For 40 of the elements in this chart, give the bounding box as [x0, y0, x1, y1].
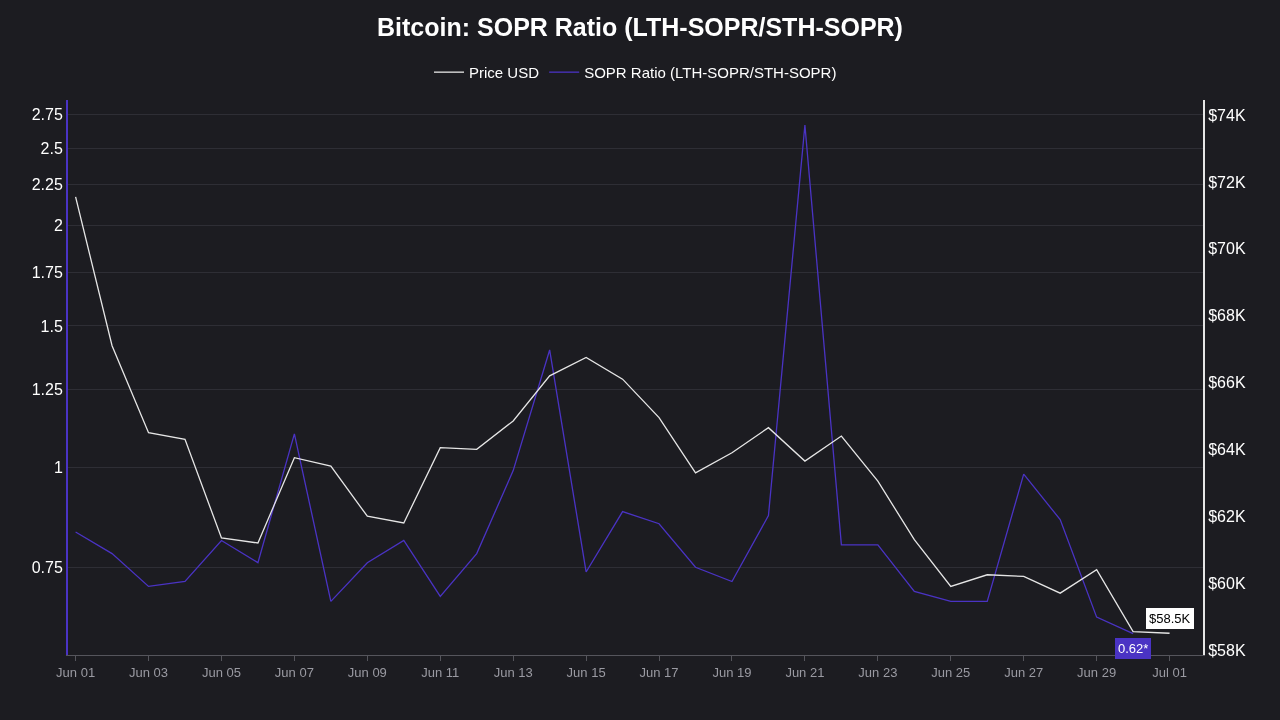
y-tick-label: 1.5 — [40, 317, 63, 335]
y2-tick-label: $70K — [1208, 240, 1246, 258]
y2-tick-label: $66K — [1208, 374, 1246, 392]
x-tick-label: Jun 25 — [931, 664, 971, 680]
line-series — [74, 124, 1134, 635]
y2-tick-label: $68K — [1208, 307, 1246, 325]
x-tick-label: Jun 03 — [129, 664, 169, 680]
x-tick-label: Jun 05 — [201, 664, 241, 680]
x-tick-label: Jun 29 — [1077, 664, 1117, 680]
y2-tick-label: $74K — [1208, 106, 1246, 124]
x-tick-label: Jul 01 — [1152, 664, 1187, 680]
x-tick-label: Jun 09 — [347, 664, 387, 680]
x-tick-label: Jun 17 — [639, 664, 679, 680]
x-tick-label: Jun 27 — [1004, 664, 1044, 680]
x-tick-label: Jun 13 — [493, 664, 533, 680]
legend-label: SOPR Ratio (LTH-SOPR/STH-SOPR) — [584, 64, 837, 81]
x-tick-label: Jun 07 — [274, 664, 314, 680]
y-tick-label: 2.5 — [40, 139, 63, 157]
y2-tick-label: $58K — [1208, 641, 1246, 659]
x-tick-label: Jun 21 — [785, 664, 825, 680]
y-tick-label: 1.75 — [31, 263, 63, 281]
x-tick-label: Jun 15 — [566, 664, 606, 680]
x-tick-label: Jun 11 — [421, 664, 460, 680]
y2-tick-label: $62K — [1208, 507, 1246, 525]
x-tick-label: Jun 19 — [712, 664, 752, 680]
y-tick-label: 2.75 — [31, 106, 63, 124]
y-tick-label: 0.75 — [31, 558, 63, 576]
y2-tick-label: $60K — [1208, 574, 1246, 592]
y2-tick-label: $72K — [1208, 173, 1246, 191]
y-tick-label: 2.25 — [31, 176, 63, 194]
data-label: $58.5K — [1149, 611, 1191, 626]
y-tick-label: 2 — [53, 217, 63, 235]
chart-title: Bitcoin: SOPR Ratio (LTH-SOPR/STH-SOPR) — [377, 12, 903, 41]
x-tick-label: Jun 23 — [858, 664, 898, 680]
legend-label: Price USD — [469, 64, 540, 81]
data-label: 0.62* — [1118, 641, 1149, 656]
x-tick-label: Jun 01 — [56, 664, 96, 680]
y-tick-label: 1.25 — [31, 381, 63, 399]
y2-tick-label: $64K — [1208, 440, 1246, 458]
y-tick-label: 1 — [53, 458, 63, 476]
